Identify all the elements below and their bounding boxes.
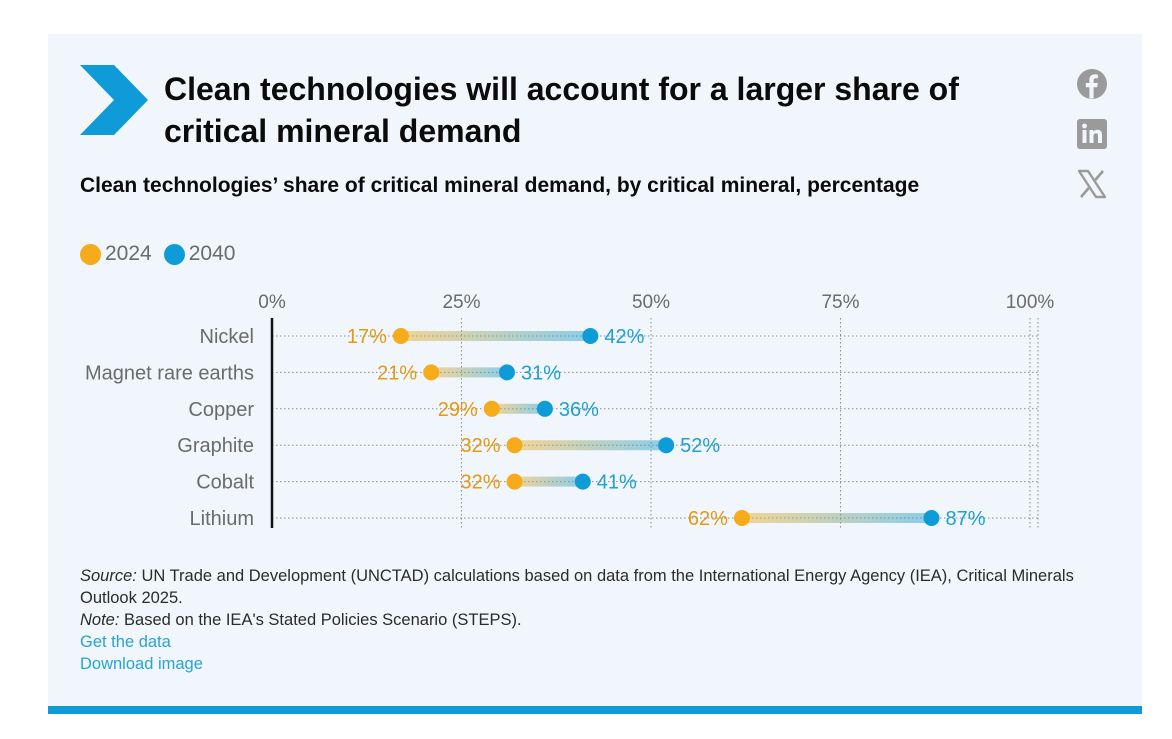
point-2040-nickel [582, 328, 599, 344]
data-label-2024-graphite: 32% [461, 435, 501, 457]
legend-label-2024: 2024 [105, 242, 152, 265]
point-2040-lithium [923, 510, 940, 526]
source-text: UN Trade and Development (UNCTAD) calcul… [80, 567, 1074, 607]
legend-item-2024: 2024 [80, 242, 152, 266]
chart-card [48, 34, 1142, 706]
data-label-2024-nickel: 17% [347, 326, 387, 348]
chart-subtitle: Clean technologies’ share of critical mi… [80, 174, 920, 197]
category-label-cobalt: Cobalt [196, 472, 254, 494]
facebook-icon [1077, 69, 1107, 99]
legend-label-2040: 2040 [188, 242, 236, 265]
data-label-2040-lithium: 87% [945, 508, 985, 530]
data-label-2040-magnet-rare-earths: 31% [521, 362, 561, 384]
point-2040-cobalt [574, 473, 591, 490]
x-tick-label-50: 50% [632, 292, 670, 313]
data-label-2040-cobalt: 41% [597, 472, 637, 494]
data-label-2040-copper: 36% [559, 399, 599, 421]
data-label-2024-magnet-rare-earths: 21% [377, 362, 417, 384]
note-line: Note: Based on the IEA's Stated Policies… [80, 609, 1120, 631]
page-title: Clean technologies will account for a la… [164, 71, 959, 149]
source-label: Source: [80, 567, 137, 585]
linkedin-icon [1077, 119, 1107, 149]
linkedin-share-button[interactable] [1075, 117, 1109, 151]
x-share-button[interactable] [1075, 167, 1109, 201]
get-data-link[interactable]: Get the data [80, 633, 171, 651]
note-text: Based on the IEA's Stated Policies Scena… [119, 611, 522, 629]
chevron-logo-icon [80, 65, 148, 135]
x-icon [1077, 169, 1107, 199]
point-2024-magnet-rare-earths [423, 364, 440, 381]
x-tick-label-25: 25% [442, 292, 480, 313]
data-label-2040-nickel: 42% [604, 326, 644, 348]
legend-marker-2024 [80, 243, 101, 265]
data-label-2040-graphite: 52% [680, 435, 720, 457]
category-label-lithium: Lithium [190, 508, 254, 530]
source-line: Source: UN Trade and Development (UNCTAD… [80, 565, 1120, 609]
point-2024-graphite [506, 437, 523, 454]
point-2040-graphite [658, 437, 675, 454]
x-tick-label-0: 0% [258, 292, 286, 313]
note-label: Note: [80, 611, 120, 629]
data-label-2024-lithium: 62% [688, 508, 728, 530]
point-2024-lithium [733, 510, 750, 526]
data-label-2024-cobalt: 32% [461, 472, 501, 494]
x-tick-label-100: 100% [1006, 292, 1055, 313]
facebook-share-button[interactable] [1075, 67, 1109, 101]
point-2040-copper [536, 400, 553, 417]
data-label-2024-copper: 29% [438, 399, 478, 421]
point-2040-magnet-rare-earths [498, 364, 515, 381]
chart-legend: 2024 2040 [80, 239, 241, 269]
category-label-magnet-rare-earths: Magnet rare earths [85, 362, 254, 384]
chart-footer: Source: UN Trade and Development (UNCTAD… [80, 565, 1120, 675]
legend-item-2040: 2040 [163, 242, 236, 266]
point-2024-copper [483, 400, 500, 417]
category-label-copper: Copper [188, 399, 254, 421]
legend-marker-2040 [163, 243, 185, 265]
bottom-accent-bar [48, 706, 1142, 714]
category-label-graphite: Graphite [177, 435, 254, 457]
category-label-nickel: Nickel [200, 326, 254, 348]
x-tick-label-75: 75% [821, 292, 859, 313]
point-2024-nickel [392, 328, 409, 344]
download-image-link[interactable]: Download image [80, 655, 203, 673]
point-2024-cobalt [506, 473, 523, 490]
